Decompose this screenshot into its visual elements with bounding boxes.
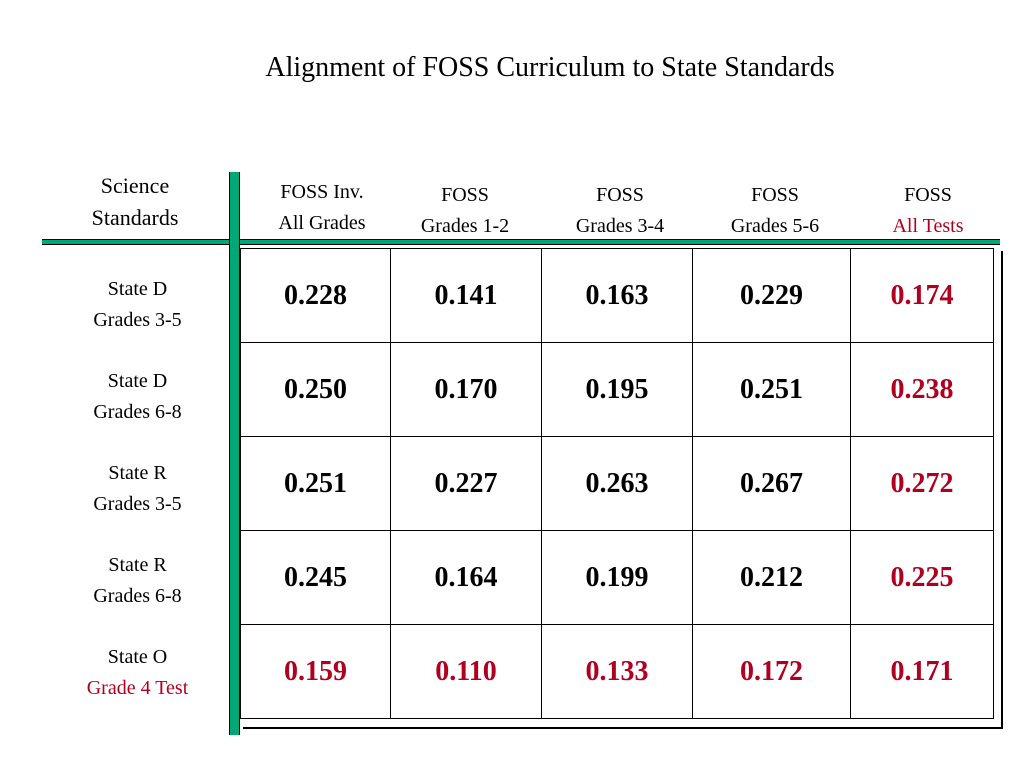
row-label-state-o: State O Grade 4 Test <box>60 642 215 704</box>
table-cell: 0.212 <box>692 530 851 625</box>
column-header-grades-5-6: FOSS Grades 5-6 <box>705 180 845 242</box>
table-cell: 0.170 <box>390 342 542 437</box>
corner-header-line2: Standards <box>91 205 179 230</box>
row-label-line1: State R <box>108 462 167 484</box>
horizontal-rule <box>42 239 1000 245</box>
row-label-state-d-6-8: State D Grades 6-8 <box>60 366 215 428</box>
table-cell: 0.227 <box>390 436 542 531</box>
row-label-line1: State D <box>107 370 168 392</box>
column-header-line1: FOSS <box>596 184 644 206</box>
column-header-line1: FOSS Inv. <box>280 181 364 203</box>
vertical-rule <box>229 172 240 735</box>
table-cell: 0.272 <box>850 436 994 531</box>
row-label-line2: Grades 6-8 <box>93 585 182 607</box>
table-row: 0.159 0.110 0.133 0.172 0.171 <box>240 624 994 719</box>
table-row: 0.250 0.170 0.195 0.251 0.238 <box>240 342 994 437</box>
table-row: 0.228 0.141 0.163 0.229 0.174 <box>240 248 994 343</box>
table-cell: 0.263 <box>541 436 693 531</box>
column-header-line2: Grades 1-2 <box>420 215 510 237</box>
table-cell: 0.251 <box>692 342 851 437</box>
table-cell: 0.171 <box>850 624 994 719</box>
table-cell: 0.172 <box>692 624 851 719</box>
alignment-table: 0.228 0.141 0.163 0.229 0.174 0.250 0.17… <box>240 248 994 719</box>
row-label-line1: State O <box>107 646 168 668</box>
corner-header: Science Standards <box>60 170 210 234</box>
table-cell: 0.267 <box>692 436 851 531</box>
table-row: 0.251 0.227 0.263 0.267 0.272 <box>240 436 994 531</box>
column-header-line2: Grades 3-4 <box>575 215 665 237</box>
row-label-line2: Grade 4 Test <box>86 677 189 699</box>
table-cell: 0.141 <box>390 248 542 343</box>
page-title: Alignment of FOSS Curriculum to State St… <box>265 52 835 83</box>
column-header-line1: FOSS <box>904 184 952 206</box>
row-label-line1: State R <box>108 554 167 576</box>
row-label-state-d-3-5: State D Grades 3-5 <box>60 274 215 336</box>
row-label-line2: Grades 6-8 <box>93 401 182 423</box>
table-row: 0.245 0.164 0.199 0.212 0.225 <box>240 530 994 625</box>
table-cell: 0.199 <box>541 530 693 625</box>
table-cell: 0.110 <box>390 624 542 719</box>
column-header-grades-3-4: FOSS Grades 3-4 <box>550 180 690 242</box>
column-header-all-tests: FOSS All Tests <box>860 180 996 242</box>
column-header-foss-inv: FOSS Inv. All Grades <box>262 177 382 239</box>
table-cell: 0.245 <box>240 530 391 625</box>
table-cell: 0.159 <box>240 624 391 719</box>
table-cell: 0.163 <box>541 248 693 343</box>
table-cell: 0.225 <box>850 530 994 625</box>
column-header-line1: FOSS <box>441 184 489 206</box>
row-label-state-r-3-5: State R Grades 3-5 <box>60 458 215 520</box>
table-cell: 0.238 <box>850 342 994 437</box>
table-cell: 0.250 <box>240 342 391 437</box>
column-header-grades-1-2: FOSS Grades 1-2 <box>400 180 530 242</box>
row-label-state-r-6-8: State R Grades 6-8 <box>60 550 215 612</box>
corner-header-line1: Science <box>100 173 170 198</box>
column-header-line2: All Grades <box>278 212 366 234</box>
row-label-line2: Grades 3-5 <box>93 493 182 515</box>
row-label-line1: State D <box>107 278 168 300</box>
column-header-line2: All Tests <box>892 215 964 237</box>
table-cell: 0.228 <box>240 248 391 343</box>
table-cell: 0.164 <box>390 530 542 625</box>
table-cell: 0.133 <box>541 624 693 719</box>
table-cell: 0.195 <box>541 342 693 437</box>
table-cell: 0.174 <box>850 248 994 343</box>
table-cell: 0.251 <box>240 436 391 531</box>
column-header-line1: FOSS <box>751 184 799 206</box>
column-header-line2: Grades 5-6 <box>730 215 820 237</box>
row-label-line2: Grades 3-5 <box>93 309 182 331</box>
table-cell: 0.229 <box>692 248 851 343</box>
